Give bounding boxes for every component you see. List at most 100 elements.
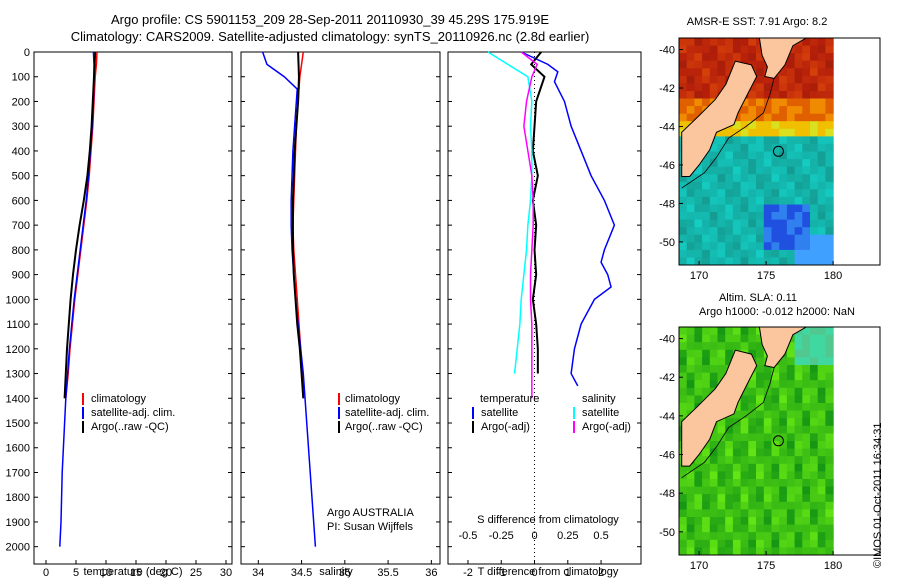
map-cell (732, 486, 742, 495)
legend-argo-raw: Argo(..raw -QC) (91, 421, 169, 433)
map-cell (786, 410, 796, 419)
map-cell (825, 463, 834, 472)
y-tick-label: -44 (659, 121, 675, 133)
map-cell (717, 75, 726, 84)
map-cell (686, 106, 695, 115)
map-cell (802, 372, 811, 381)
map-cell (779, 425, 788, 434)
map-cell (794, 532, 803, 541)
map-cell (786, 448, 796, 457)
map-cell (748, 38, 757, 47)
map-cell (786, 189, 796, 198)
map-cell (817, 327, 826, 336)
s-tick-label: 0 (531, 530, 537, 542)
map-cell (802, 121, 811, 130)
map-cell (694, 204, 703, 213)
map-cell (717, 136, 726, 145)
map-cell (694, 189, 703, 198)
map-cell (732, 45, 742, 54)
map-cell (748, 524, 757, 533)
s-tick-label: -0.5 (458, 530, 477, 542)
map-cell (740, 174, 749, 183)
map-cell (810, 547, 819, 555)
map-cell (748, 219, 757, 228)
map-cell (802, 242, 811, 251)
map-cell (740, 433, 749, 442)
map-cell (786, 501, 796, 510)
map-cell (709, 357, 719, 366)
y-tick-label: 700 (12, 220, 30, 232)
map-cell (786, 471, 796, 480)
map-cell (709, 68, 719, 77)
legend-climatology: climatology (345, 393, 401, 405)
map-cell (779, 532, 788, 541)
map-cell (771, 372, 780, 381)
map-cell (802, 159, 811, 168)
map-cell (817, 349, 826, 358)
map-cell (694, 380, 703, 389)
argo-australia-label: Argo AUSTRALIA (327, 507, 414, 519)
map-cell (794, 212, 803, 221)
map-cell (732, 463, 742, 472)
map-cell (740, 425, 749, 434)
map-cell (732, 327, 742, 336)
map-cell (702, 91, 711, 100)
map-cell (771, 410, 780, 419)
map-cell (748, 257, 757, 265)
map-cell (686, 479, 695, 488)
map-cell (825, 479, 834, 488)
map-cell (702, 53, 711, 62)
map-cell (786, 403, 796, 412)
map-cell (786, 106, 796, 115)
map-cell (817, 151, 826, 160)
map-cell (763, 395, 773, 404)
y-tick-label: 1200 (6, 344, 30, 356)
map-cell (702, 189, 711, 198)
map-cell (771, 143, 780, 153)
map-cell (794, 471, 803, 480)
map-cell (717, 509, 726, 518)
map-cell (794, 98, 803, 107)
map-cell (740, 121, 749, 130)
x-tick-label: 170 (690, 560, 708, 572)
map-cell (810, 98, 819, 107)
map-cell (779, 196, 788, 206)
map-cell (771, 524, 780, 533)
map-cell (740, 517, 749, 526)
map-cell (817, 395, 826, 404)
map-cell (817, 372, 826, 381)
map-cell (686, 342, 695, 351)
map-cell (794, 174, 803, 183)
map-cell (817, 212, 826, 221)
map-cell (694, 357, 703, 366)
map-cell (802, 463, 811, 472)
map-cell (825, 342, 834, 351)
map-cell (763, 509, 773, 518)
map-cell (779, 212, 788, 221)
map-cell (802, 68, 811, 77)
map-cell (817, 136, 826, 145)
sla-map-panel: 170 175 180 -40 -42 -44 -46 -48 -50 (659, 326, 881, 572)
map-cell (810, 403, 819, 412)
map-cell (740, 136, 749, 145)
map-cell (802, 433, 811, 442)
map-cell (817, 494, 826, 503)
map-cell (725, 425, 734, 434)
map-cell (702, 441, 711, 450)
map-cell (802, 532, 811, 541)
map-cell (756, 181, 765, 190)
map-cell (725, 471, 734, 480)
map-cell (810, 212, 819, 221)
map-cell (786, 342, 796, 351)
map-cell (725, 433, 734, 442)
map-cell (725, 463, 734, 472)
map-cell (763, 387, 773, 396)
map-cell (802, 91, 811, 100)
map-cell (679, 532, 688, 541)
map-cell (817, 334, 826, 343)
map-cell (771, 517, 780, 526)
map-cell (740, 547, 749, 555)
map-cell (786, 249, 796, 259)
map-cell (794, 234, 803, 243)
map-cell (794, 68, 803, 77)
